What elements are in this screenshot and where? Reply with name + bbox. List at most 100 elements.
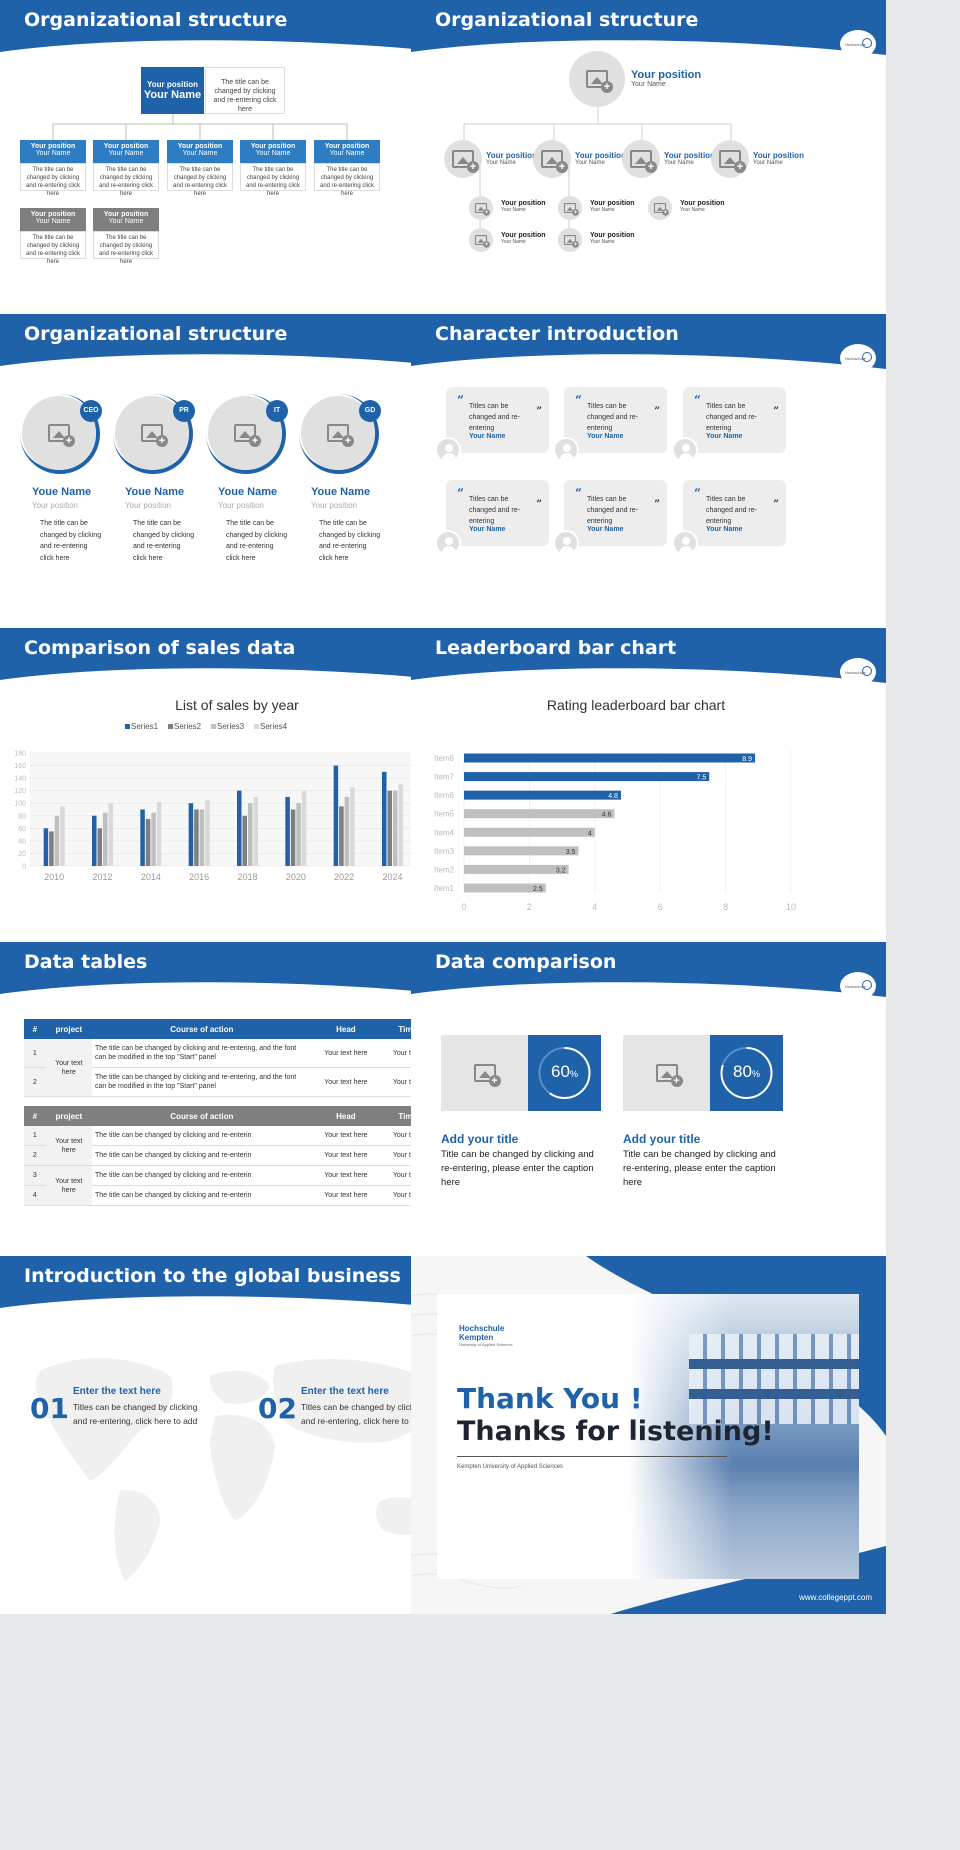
x-tick-label: 2022 [334,872,354,882]
org-top-avatar[interactable]: + [569,51,625,107]
quote-text: Titles can be changed and re-entering [469,496,520,525]
org-card-header[interactable]: Your position Your Name [314,140,380,163]
item-text: Title can be changed by clicking and re-… [441,1149,594,1188]
quote-author: Your Name [706,526,743,533]
image-placeholder-icon: + [474,235,490,248]
progress-arc [720,1047,773,1099]
quote-card[interactable]: “ Titles can be changed and re-entering ” Y… [446,480,549,546]
slide-26: Comparison of sales data Hochschule List… [0,628,475,986]
category-label: Item1 [434,884,455,893]
table-cell: 1 [24,1126,46,1146]
category-label: Item5 [434,810,455,819]
org-card-header[interactable]: Your position Your Name [20,208,86,231]
image-placeholder-icon: + [655,1064,683,1087]
table-cell: 1 [24,1039,46,1068]
open-quote-icon: “ [694,393,701,407]
plot-area [30,753,465,866]
table-row[interactable]: 1 Your text here The title can be changed … [24,1039,449,1097]
org-level2-avatar[interactable]: + [711,140,749,178]
table-header-cell: # [24,1019,46,1039]
y-tick-label: 60 [18,826,26,833]
org-card-description: The title can be changed by clicking and… [93,231,159,265]
bar [350,787,355,866]
slide-22: Organizational structure Hochschule Your… [0,0,475,358]
image-placeholder[interactable]: + [623,1035,710,1111]
x-tick-label: 6 [658,902,663,912]
bar [333,765,339,866]
category-label: Item4 [434,828,455,837]
quote-card[interactable]: “ Titles can be changed and re-entering ” Y… [683,480,786,546]
item-text: Title can be changed by clicking and re-… [623,1149,776,1188]
org-card-header[interactable]: Your position Your Name [167,140,233,163]
quote-card[interactable]: “ Titles can be changed and re-entering ” Y… [446,387,549,453]
close-quote-icon: ” [536,406,542,417]
value-label: 4 [588,830,592,837]
university-logo: Hochschule [840,30,876,58]
person-position: Your position [32,501,78,510]
value-label: 4.6 [602,812,612,819]
table-row[interactable]: 3 Your text here The title can be changed … [24,1165,449,1206]
org-level3-label: Your position Your Name [590,200,635,213]
thanks-heading: Thanks for listening! [457,1416,774,1447]
bar [382,771,387,866]
org-level3-avatar[interactable]: + [469,196,493,220]
org-card-header[interactable]: Your position Your Name [93,208,159,231]
org-top-position-box[interactable]: Your position Your Name [141,67,204,114]
table-row[interactable]: 1 Your text here The title can be changed … [24,1126,449,1166]
org-card-position: Your position [30,211,76,218]
quote-text: Titles can be changed and re-entering [706,403,757,432]
bar [464,846,579,856]
org-level3-avatar[interactable]: + [558,196,582,220]
quote-author: Your Name [587,433,624,440]
quote-card[interactable]: “ Titles can be changed and re-entering ” Y… [564,480,667,546]
quote-card[interactable]: “ Titles can be changed and re-entering ” Y… [683,387,786,453]
image-placeholder-icon: + [630,150,657,173]
org-card-header[interactable]: Your position Your Name [93,140,159,163]
header-band [411,628,886,683]
org-level3-avatar[interactable]: + [469,228,493,252]
image-placeholder-icon: + [48,424,75,447]
bar [387,790,392,866]
org-level2-avatar[interactable]: + [444,140,482,178]
person-ring [113,394,193,474]
close-quote-icon: ” [654,499,660,510]
divider-line [457,1456,727,1457]
org-top-label: Your position Your Name [631,69,702,88]
image-placeholder[interactable]: + [441,1035,528,1111]
x-tick-label: 10 [786,902,796,912]
org-level2-avatar[interactable]: + [622,140,660,178]
quote-card[interactable]: “ Titles can be changed and re-entering ” Y… [564,387,667,453]
slide-title: Organizational structure [24,9,288,31]
category-label: Item2 [434,865,455,874]
x-tick-label: 2024 [382,872,402,882]
header-band [0,628,475,683]
org-level3-avatar[interactable]: + [558,228,582,252]
table-header-cell: project [45,1019,92,1039]
quote-author: Your Name [587,526,624,533]
item-text: Titles can be changed by clicking and re… [301,1402,426,1426]
org-card-header[interactable]: Your position Your Name [20,140,86,163]
org-level2-avatar[interactable]: + [533,140,571,178]
bar [464,790,621,800]
person-description: The title can be changed by clicking and… [40,520,102,562]
progress-ring [720,1047,773,1099]
website-url[interactable]: www.collegeppt.com [799,1593,872,1602]
quote-author: Your Name [706,433,743,440]
x-tick-label: 4 [592,902,597,912]
table-header-cell: Head [311,1106,381,1126]
bar [151,812,156,866]
person-photo[interactable]: + [22,396,96,470]
org-level3-avatar[interactable]: + [648,196,672,220]
image-placeholder-icon: + [452,150,479,173]
table-cell: The title can be changed by clicking and… [91,1165,312,1186]
user-avatar-icon [435,437,461,463]
y-tick-label: 80 [18,813,26,820]
quote-text: Titles can be changed and re-entering [469,403,520,432]
bar [464,809,615,819]
legend-swatch [254,724,259,729]
table-cell: Your text here [45,1126,92,1166]
bar [49,831,54,866]
open-quote-icon: “ [575,393,582,407]
org-card-header[interactable]: Your position Your Name [240,140,306,163]
